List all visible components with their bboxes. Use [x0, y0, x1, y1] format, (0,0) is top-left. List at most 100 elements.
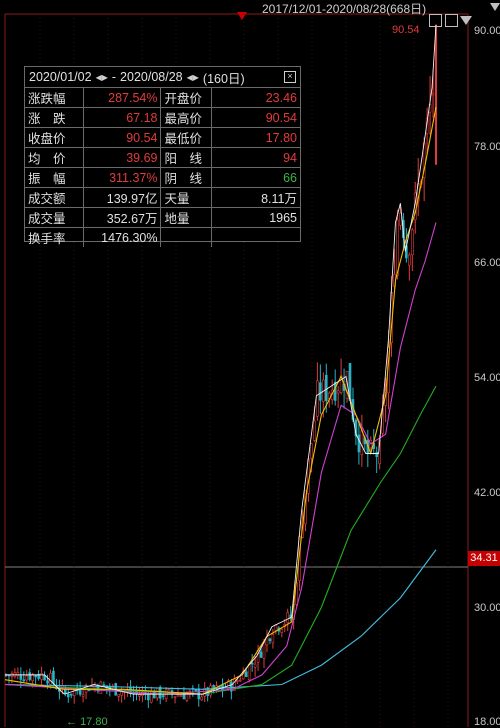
stats-row: 涨跌幅 287.54% 开盘价 23.46	[25, 88, 300, 108]
ma120-line	[4, 549, 437, 690]
stat-value: 287.54%	[83, 88, 162, 108]
ma20-line	[4, 222, 437, 695]
stat-value: 352.67万	[83, 207, 162, 228]
stat-label: 最低价	[160, 127, 212, 148]
candle-body	[324, 374, 328, 401]
y-tick-label: 30.00	[474, 602, 500, 614]
candle-body	[182, 693, 186, 700]
moving-averages-group	[4, 24, 437, 695]
peak-price-label: 90.54	[392, 24, 420, 36]
candle-body	[227, 680, 230, 690]
start-date[interactable]: 2020/01/02	[29, 70, 92, 84]
candle-body	[179, 695, 183, 697]
low-price-value: 17.80	[80, 716, 108, 728]
stats-row: 振 幅 311.37% 阴 线 66	[25, 167, 300, 188]
candle-body	[247, 663, 251, 680]
stats-row: 换手率 1476.30%	[25, 227, 300, 248]
ma10-line	[4, 106, 437, 695]
stat-value: 139.97亿	[83, 187, 162, 208]
candle-body	[185, 693, 189, 701]
candle-body	[120, 691, 123, 696]
candle-body	[399, 212, 402, 226]
candle-body	[316, 380, 319, 417]
stat-value: 94	[211, 147, 300, 168]
range-marker-icon	[237, 12, 247, 20]
y-tick-label: 78.00	[474, 141, 500, 153]
candle-body	[236, 680, 239, 682]
stats-row: 均 价 39.69 阳 线 94	[25, 147, 300, 168]
candle-body	[244, 671, 248, 678]
stats-row: 成交额 139.97亿 天量 8.11万	[25, 187, 300, 208]
scroll-down-icon[interactable]	[490, 3, 500, 11]
stat-value: 311.37%	[83, 167, 162, 188]
candle-body	[333, 381, 337, 401]
candle-body	[37, 673, 40, 679]
stat-value: 66	[211, 167, 300, 188]
candle-body	[431, 92, 435, 96]
stat-value: 8.11万	[211, 187, 300, 208]
candle-body	[152, 691, 156, 699]
stats-header: 2020/01/02 ◀▶ - 2020/08/28 ◀▶ (160日) ×	[25, 67, 300, 88]
stats-row: 涨 跌 67.18 最高价 90.54	[25, 107, 300, 128]
y-tick-label: 18.00	[474, 716, 500, 728]
candle-body	[69, 693, 73, 696]
stat-label: 成交额	[25, 187, 84, 208]
stat-value: 17.80	[211, 127, 300, 148]
grid-lines	[39, 14, 449, 727]
stat-label: 阴 线	[160, 167, 212, 188]
stat-label: 天量	[160, 187, 212, 208]
candle-body	[360, 430, 364, 456]
candle-body	[34, 674, 37, 678]
candle-body	[40, 673, 43, 680]
candle-body	[357, 434, 361, 453]
candle-body	[147, 694, 150, 701]
end-date[interactable]: 2020/08/28	[120, 70, 183, 84]
ma5-line	[5, 24, 437, 695]
candle-body	[52, 670, 55, 684]
y-tick-label: 90.00	[474, 25, 500, 37]
stat-label: 振 幅	[25, 167, 84, 188]
stat-label: 均 价	[25, 147, 84, 168]
stat-value: 23.46	[211, 88, 300, 108]
stat-label: 地量	[160, 207, 212, 228]
stats-row: 收盘价 90.54 最低价 17.80	[25, 127, 300, 148]
candle-body	[22, 679, 26, 682]
candle-body	[31, 673, 34, 682]
start-date-stepper-icon[interactable]: ◀▶	[95, 72, 108, 82]
window-restore-icon[interactable]	[429, 14, 442, 27]
candle-body	[319, 382, 322, 401]
y-tick-label: 66.00	[474, 257, 500, 269]
candle-body	[28, 672, 32, 680]
stat-value: 90.54	[83, 127, 162, 148]
candle-body	[138, 694, 141, 697]
close-icon[interactable]: ×	[284, 71, 296, 83]
stat-label: 开盘价	[160, 88, 212, 108]
stat-label	[160, 227, 212, 247]
date-range-label: 2017/12/01-2020/08/28(668日)	[262, 2, 427, 16]
stats-row: 成交量 352.67万 地量 1965	[25, 207, 300, 228]
candle-body	[410, 229, 414, 256]
candle-body	[46, 680, 49, 684]
stat-label: 最高价	[160, 107, 212, 128]
candle-body	[238, 679, 242, 682]
period-toggle-icon[interactable]	[445, 14, 458, 27]
stat-value: 90.54	[211, 107, 300, 128]
candle-body	[173, 696, 177, 698]
dropdown-arrow-icon[interactable]	[460, 16, 472, 25]
candle-body	[259, 651, 263, 658]
candle-body	[230, 681, 233, 692]
candle-body	[117, 694, 120, 697]
end-date-stepper-icon[interactable]: ◀▶	[186, 72, 199, 82]
candle-body	[396, 219, 399, 276]
stat-label: 收盘价	[25, 127, 84, 148]
candle-body	[66, 693, 70, 698]
candle-body	[194, 689, 198, 691]
period-days: (160日)	[202, 71, 245, 86]
stat-value	[211, 228, 300, 248]
candle-body	[253, 663, 257, 668]
candle-body	[313, 420, 316, 441]
candle-body	[155, 687, 159, 699]
ma60-line	[4, 385, 437, 695]
candle-body	[176, 694, 180, 697]
candle-body	[158, 686, 162, 699]
